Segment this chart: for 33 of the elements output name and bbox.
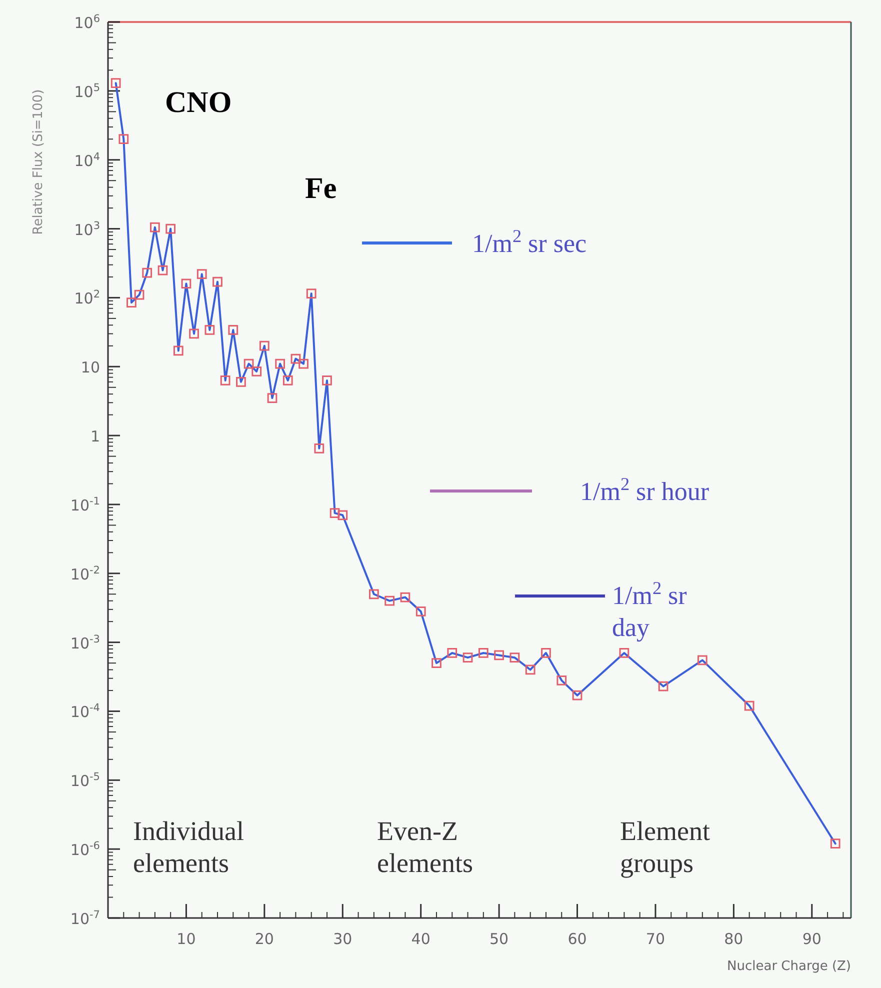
x-tick-label: 40	[411, 930, 430, 948]
y-tick-label: 10$^{-7}$	[70, 909, 100, 928]
annotation: Individual elements	[133, 816, 244, 878]
y-tick-label: 10$^{5}$	[74, 82, 100, 101]
x-tick-label: 70	[646, 930, 666, 948]
y-tick-label: 10$^{-5}$	[70, 771, 100, 790]
annotation: 1/m$^{2}$ sr sec	[472, 226, 587, 258]
x-tick-label: 10	[176, 930, 196, 948]
x-tick-label: 80	[724, 930, 744, 948]
y-tick-label: 10	[80, 358, 100, 377]
x-tick-label: 50	[490, 930, 509, 948]
annotation: 1/m$^{2}$ sr day	[612, 578, 688, 642]
x-tick-label: 20	[254, 930, 274, 948]
annotation: Element groups	[620, 816, 710, 878]
annotation: 1/m$^{2}$ sr hour	[580, 474, 710, 506]
y-tick-label: 1	[90, 428, 100, 446]
x-tick-label: 60	[568, 930, 587, 948]
y-tick-label: 10$^{-3}$	[70, 633, 100, 652]
annotation: CNO	[165, 86, 232, 119]
annotation: Even-Z elements	[377, 816, 473, 878]
x-tick-label: 90	[802, 930, 822, 948]
annotation: Fe	[305, 172, 337, 205]
x-axis-title: Nuclear Charge (Z)	[727, 959, 851, 974]
y-tick-label: 10$^{-4}$	[70, 702, 100, 722]
y-tick-label: 10$^{3}$	[74, 220, 100, 239]
y-tick-label: 10$^{-1}$	[70, 495, 100, 514]
y-tick-label: 10$^{2}$	[74, 288, 100, 308]
y-tick-label: 10$^{6}$	[74, 13, 100, 32]
y-axis-title: Relative Flux (Si=100)	[31, 89, 46, 235]
y-tick-label: 10$^{4}$	[74, 150, 100, 170]
y-tick-label: 10$^{-2}$	[70, 564, 100, 584]
y-tick-label: 10$^{-6}$	[70, 840, 100, 860]
x-tick-label: 30	[333, 930, 352, 948]
